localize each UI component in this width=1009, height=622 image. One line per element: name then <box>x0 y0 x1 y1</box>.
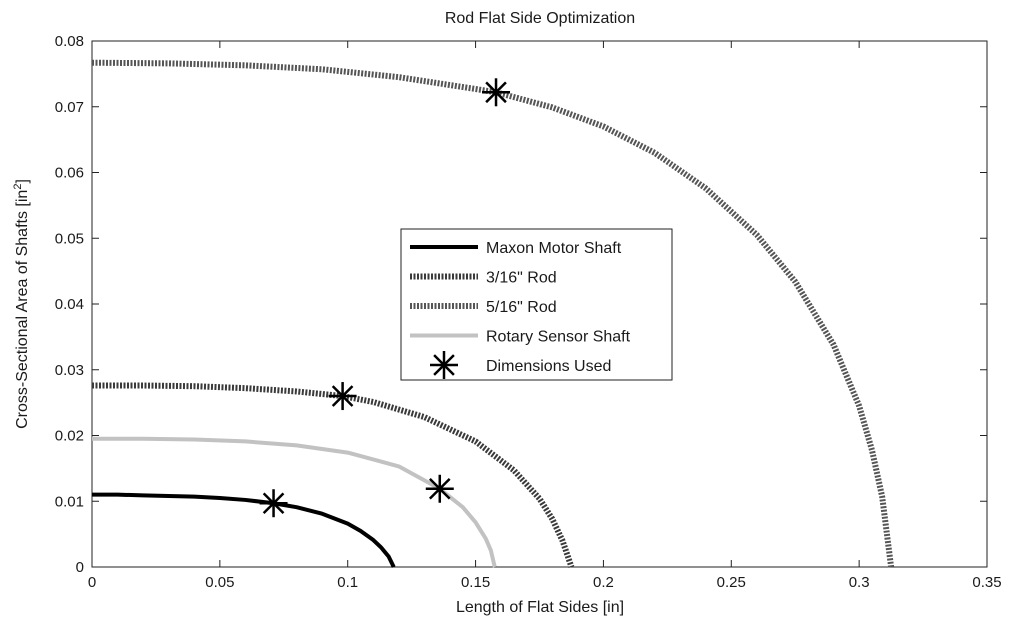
chart-title: Rod Flat Side Optimization <box>445 10 635 27</box>
y-tick-label: 0.06 <box>55 165 84 182</box>
x-tick-label: 0.35 <box>972 574 1001 591</box>
y-axis-label: Cross-Sectional Area of Shafts [in2] <box>12 179 31 429</box>
marker-dimensions-used <box>482 78 511 107</box>
x-tick-label: 0.15 <box>461 574 490 591</box>
y-tick-label: 0.02 <box>55 428 84 445</box>
x-tick-label: 0 <box>88 574 96 591</box>
y-axis: 0 0.01 0.02 0.03 0.04 0.05 0.06 0.07 0.08 <box>55 33 987 576</box>
marker-stroke <box>485 81 507 104</box>
marker-dimensions-used <box>425 474 454 503</box>
legend-label-2: 5/16" Rod <box>486 299 557 316</box>
series-line-0 <box>92 492 396 568</box>
marker-dimensions-used <box>328 382 357 411</box>
y-tick-label: 0.08 <box>55 33 84 50</box>
y-tick-label: 0.07 <box>55 99 84 116</box>
series-line-2 <box>91 59 895 568</box>
x-tick-label: 0.1 <box>337 574 358 591</box>
legend-label-1: 3/16" Rod <box>486 270 557 287</box>
y-axis-label-superscript: 2 <box>12 184 24 190</box>
y-tick-label: 0.01 <box>55 493 84 510</box>
marker-dimensions-used <box>259 489 288 518</box>
series-line-1 <box>92 382 575 568</box>
legend-label-0: Maxon Motor Shaft <box>486 240 622 257</box>
x-tick-label: 0.2 <box>593 574 614 591</box>
marker-stroke <box>262 492 285 515</box>
legend: Maxon Motor Shaft 3/16" Rod 5/16" Rod Rotar… <box>400 228 673 381</box>
marker-stroke <box>428 477 451 500</box>
x-tick-label: 0.3 <box>849 574 870 591</box>
y-tick-label: 0.04 <box>55 296 84 313</box>
legend-label-markers: Dimensions Used <box>486 358 611 375</box>
y-tick-label: 0.03 <box>55 362 84 379</box>
marker-stroke <box>331 385 354 407</box>
x-tick-label: 0.25 <box>717 574 746 591</box>
x-axis: 0 0.05 0.1 0.15 0.2 0.25 0.3 0.35 <box>88 41 1002 591</box>
y-axis-label-end: ] <box>14 179 31 183</box>
series-line-3 <box>92 436 497 568</box>
legend-label-3: Rotary Sensor Shaft <box>486 329 631 346</box>
marker-layer <box>259 78 511 518</box>
x-axis-label: Length of Flat Sides [in] <box>456 599 624 616</box>
x-tick-label: 0.05 <box>205 574 234 591</box>
y-axis-label-main: Cross-Sectional Area of Shafts [in <box>14 190 31 429</box>
y-tick-label: 0.05 <box>55 230 84 247</box>
series-layer <box>91 59 895 568</box>
marker-stroke <box>433 354 455 376</box>
legend-swatch-markers <box>430 351 458 379</box>
y-tick-label: 0 <box>76 559 84 576</box>
